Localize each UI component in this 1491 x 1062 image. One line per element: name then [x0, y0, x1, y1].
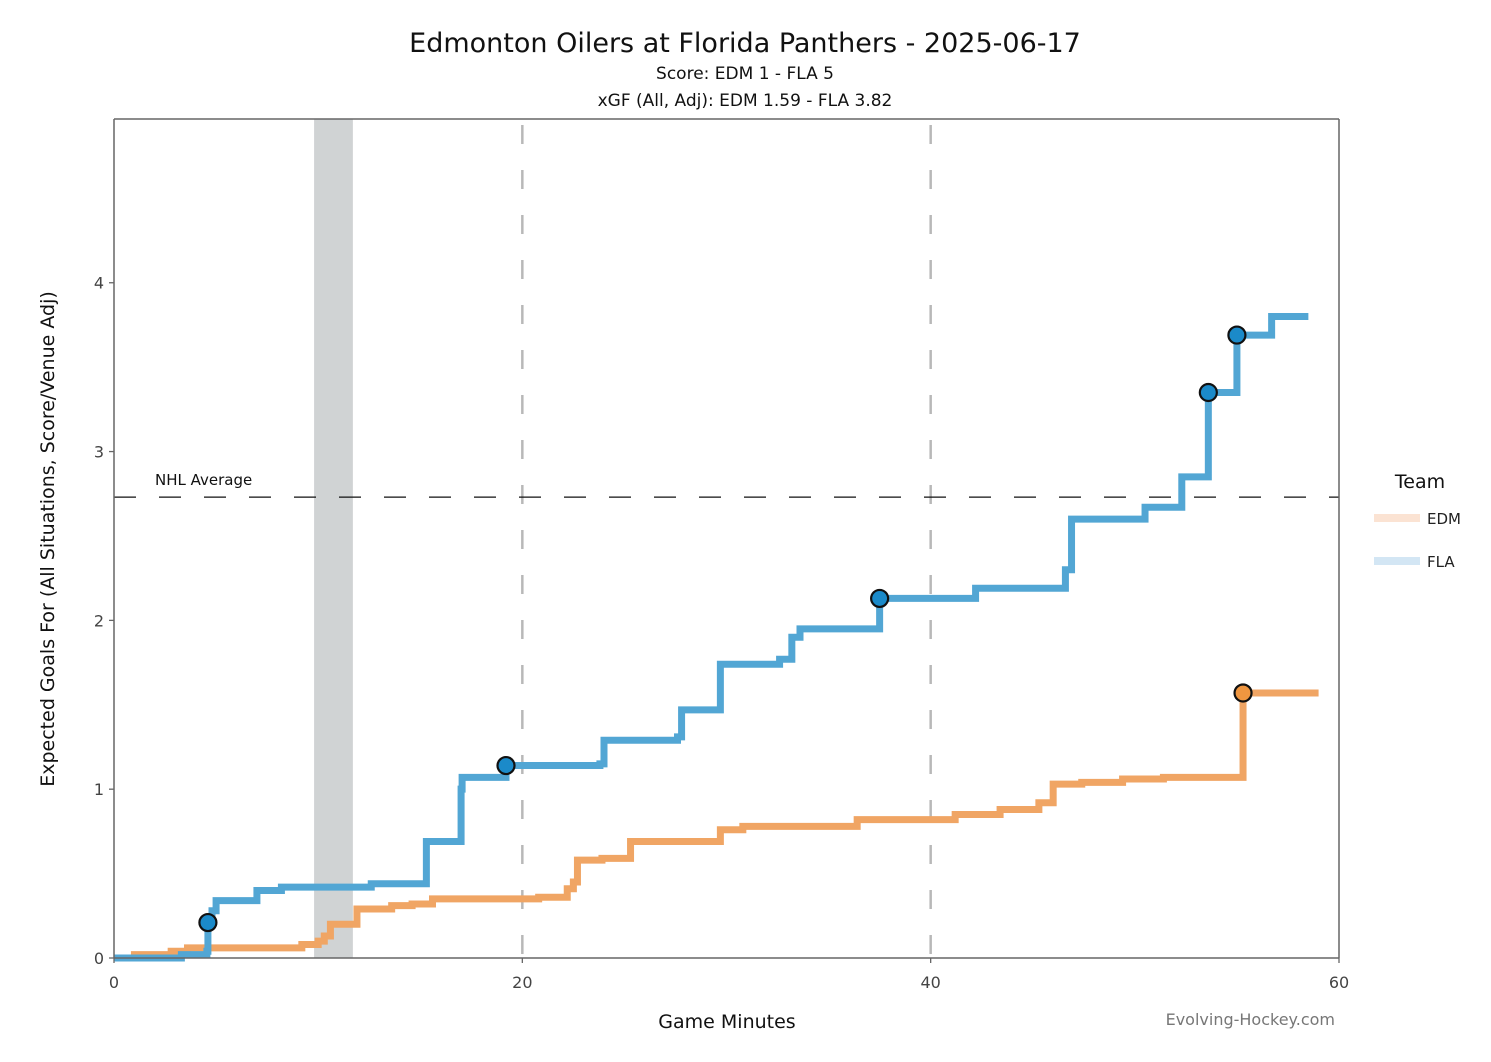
legend-swatch-edm: [1374, 514, 1420, 522]
goal-marker-fla-3: [870, 588, 890, 609]
series-line-edm: [114, 689, 1319, 962]
y-tick-label-2: 2: [94, 611, 104, 630]
x-axis-title: Game Minutes: [658, 1011, 795, 1033]
x-tick-label-40: 40: [920, 973, 940, 992]
legend-title: Team: [1394, 471, 1445, 493]
legend-label-fla: FLA: [1427, 553, 1455, 571]
legend-label-edm: EDM: [1427, 510, 1461, 528]
nhl-average-label: NHL Average: [155, 471, 252, 489]
y-tick-label-3: 3: [94, 443, 104, 462]
y-axis-title: Expected Goals For (All Situations, Scor…: [37, 291, 59, 787]
series-line-fla: [114, 313, 1309, 962]
goal-marker-fla-4: [1198, 382, 1218, 403]
chart-title: Edmonton Oilers at Florida Panthers - 20…: [409, 28, 1081, 59]
goal-marker-fla-5: [1227, 325, 1247, 345]
y-tick-label-0: 0: [94, 949, 104, 968]
credit-text: Evolving-Hockey.com: [1166, 1010, 1335, 1029]
x-tick-label-0: 0: [109, 973, 119, 992]
shaded-interval: [314, 119, 353, 958]
y-tick-label-4: 4: [94, 274, 104, 293]
x-tick-label-20: 20: [512, 973, 532, 992]
chart-subtitle-score: Score: EDM 1 - FLA 5: [656, 64, 834, 84]
chart-subtitle-xgf: xGF (All, Adj): EDM 1.59 - FLA 3.82: [598, 91, 893, 111]
goal-marker-edm-1: [1233, 683, 1253, 703]
goal-marker-fla-1: [198, 912, 218, 933]
legend: Team EDM FLA: [1374, 471, 1461, 571]
y-tick-label-1: 1: [94, 780, 104, 799]
legend-swatch-fla: [1374, 557, 1420, 565]
plot-area: NHL Average 0 20 40 60 0 1 2 3 4: [94, 118, 1349, 992]
x-tick-label-60: 60: [1329, 973, 1349, 992]
goal-marker-fla-2: [496, 755, 516, 776]
